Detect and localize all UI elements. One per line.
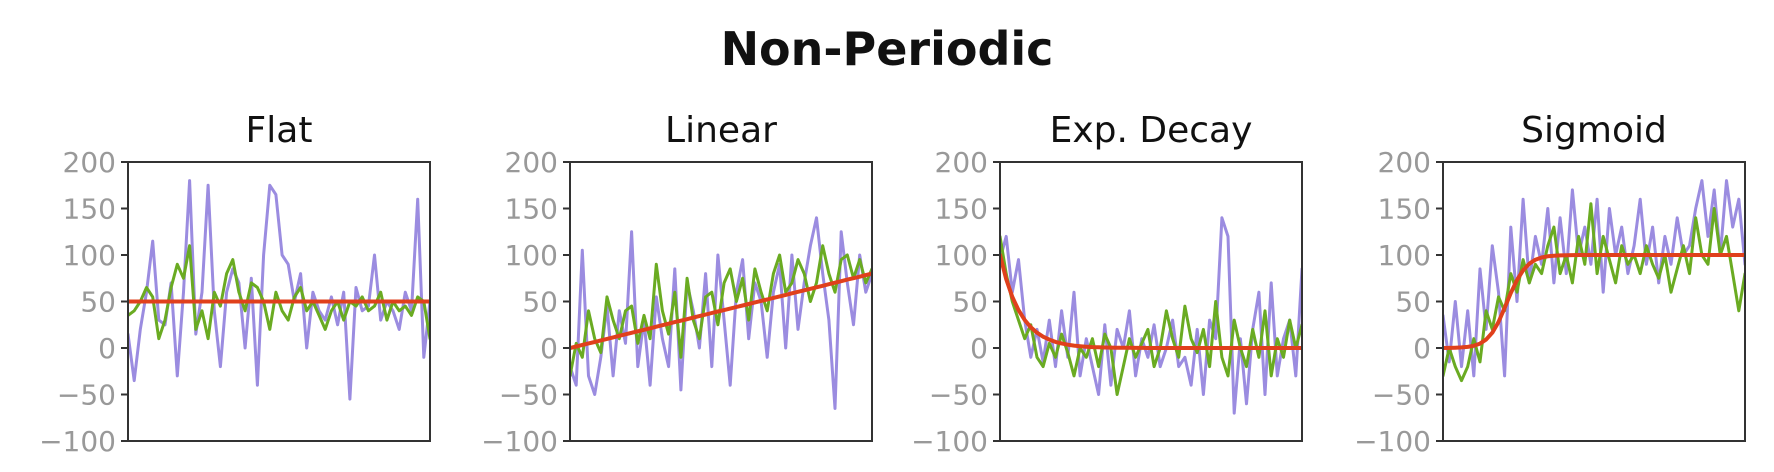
y-tick-label: 100 xyxy=(505,239,558,272)
series-group xyxy=(128,179,430,401)
series-group xyxy=(1443,179,1745,383)
y-tick-label: −100 xyxy=(39,425,116,458)
y-tick-label: 200 xyxy=(505,146,558,179)
y-tick-label: 50 xyxy=(522,286,558,319)
y-tick-label: 0 xyxy=(540,332,558,365)
series-group xyxy=(1000,216,1302,415)
y-tick-label: −100 xyxy=(911,425,988,458)
y-tick-label: 200 xyxy=(935,146,988,179)
y-tick-label: 100 xyxy=(63,239,116,272)
y-tick-label: 50 xyxy=(952,286,988,319)
y-tick-label: 100 xyxy=(935,239,988,272)
chart-title: Exp. Decay xyxy=(1050,110,1253,151)
y-tick-label: 0 xyxy=(98,332,116,365)
chart-title: Linear xyxy=(665,110,777,151)
y-tick-label: 150 xyxy=(1378,193,1431,226)
chart-panel-3: Exp. Decay 200 150 100 50 0 −50 −100 xyxy=(911,110,1303,458)
y-tick-label: 50 xyxy=(80,286,116,319)
series-group xyxy=(570,216,872,410)
chart-panel-2: Linear 200 150 100 50 0 −50 −100 xyxy=(481,110,873,458)
y-tick-label: −50 xyxy=(1372,379,1431,412)
y-tick-label: −50 xyxy=(57,379,116,412)
y-tick-label: 0 xyxy=(1413,332,1431,365)
y-tick-label: 150 xyxy=(505,193,558,226)
series-line-1 xyxy=(570,216,872,410)
y-tick-label: −100 xyxy=(481,425,558,458)
y-tick-label: 200 xyxy=(63,146,116,179)
y-tick-label: 200 xyxy=(1378,146,1431,179)
series-line-3 xyxy=(1000,253,1302,350)
y-tick-label: 150 xyxy=(63,193,116,226)
series-line-3 xyxy=(1443,253,1745,350)
figure-title: Non-Periodic xyxy=(720,22,1054,76)
y-tick-label: 150 xyxy=(935,193,988,226)
chart-title: Flat xyxy=(246,110,313,151)
y-tick-label: 50 xyxy=(1395,286,1431,319)
y-tick-label: 0 xyxy=(970,332,988,365)
y-tick-label: −100 xyxy=(1354,425,1431,458)
y-tick-label: −50 xyxy=(929,379,988,412)
y-tick-label: 100 xyxy=(1378,239,1431,272)
series-line-1 xyxy=(1443,179,1745,378)
chart-panel-4: Sigmoid 200 150 100 50 0 −50 −100 xyxy=(1354,110,1746,458)
series-line-1 xyxy=(1000,216,1302,415)
chart-title: Sigmoid xyxy=(1521,110,1667,151)
chart-panel-1: Flat 200 150 100 50 0 −50 −100 xyxy=(39,110,431,458)
series-line-1 xyxy=(128,179,430,401)
series-line-3 xyxy=(570,271,872,350)
series-line-2 xyxy=(1443,202,1745,383)
series-line-2 xyxy=(1000,234,1302,396)
y-tick-label: −50 xyxy=(499,379,558,412)
